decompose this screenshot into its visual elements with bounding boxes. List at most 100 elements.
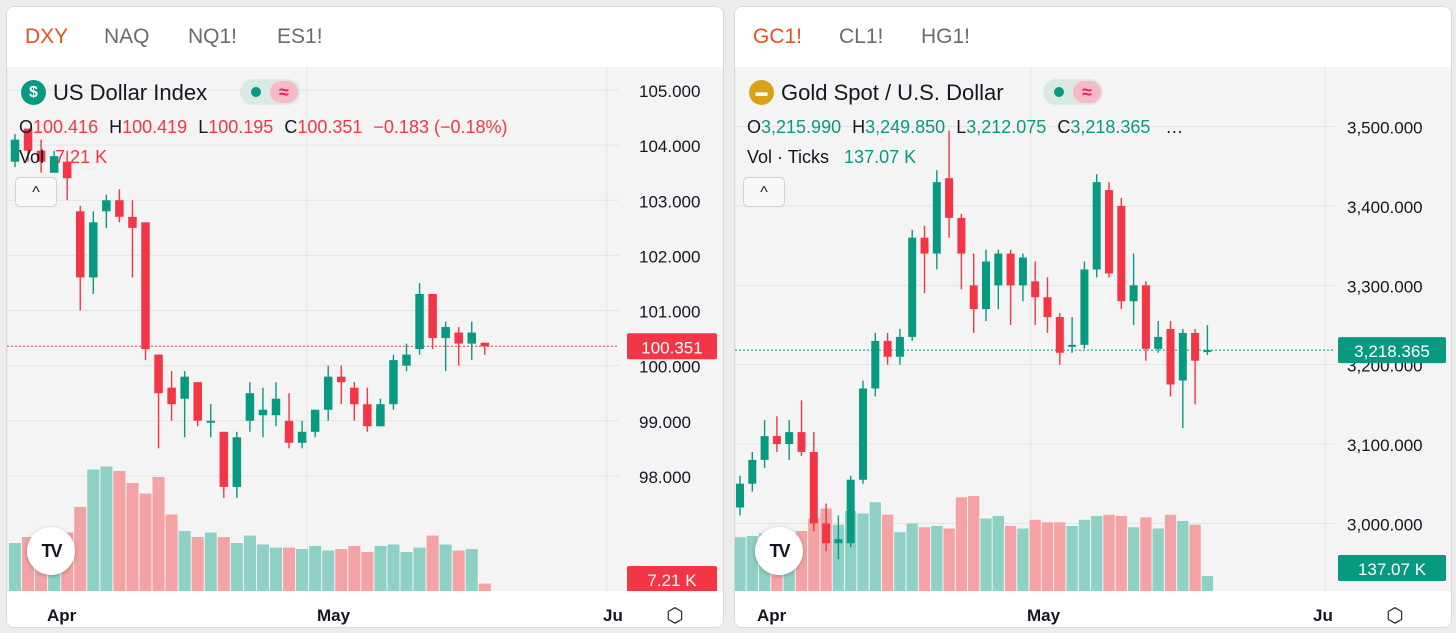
candle[interactable] xyxy=(36,139,46,173)
candle[interactable] xyxy=(982,249,990,322)
candle[interactable] xyxy=(141,222,150,361)
candle[interactable] xyxy=(1105,182,1113,278)
candle[interactable] xyxy=(402,343,411,372)
candle[interactable] xyxy=(454,327,463,366)
price-chart[interactable]: 3,500.000 3,400.000 3,300.000 3,200.000 3,10… xyxy=(735,67,1452,628)
candle[interactable] xyxy=(376,398,385,427)
candle[interactable] xyxy=(809,432,818,532)
candle[interactable] xyxy=(1043,277,1052,333)
candle[interactable] xyxy=(363,387,372,432)
candle[interactable] xyxy=(1117,198,1126,310)
candle[interactable] xyxy=(969,253,978,333)
candle[interactable] xyxy=(258,387,268,438)
candle[interactable] xyxy=(920,225,929,294)
volume-bar xyxy=(1066,526,1078,591)
candle[interactable] xyxy=(871,332,880,397)
candle[interactable] xyxy=(1068,317,1077,353)
candle[interactable] xyxy=(1018,253,1027,302)
candle[interactable] xyxy=(797,400,806,456)
candle[interactable] xyxy=(310,409,320,438)
candle[interactable] xyxy=(1006,249,1015,325)
candle[interactable] xyxy=(284,393,294,449)
candle[interactable] xyxy=(822,503,831,552)
candle[interactable] xyxy=(297,420,307,449)
candle[interactable] xyxy=(428,293,437,350)
candle[interactable] xyxy=(350,382,359,421)
candle[interactable] xyxy=(785,420,794,460)
collapse-legend-button[interactable]: ^ xyxy=(15,177,57,207)
candle[interactable] xyxy=(337,365,346,405)
candle[interactable] xyxy=(480,342,490,355)
tradingview-logo-icon[interactable]: TV xyxy=(755,527,803,575)
candle[interactable] xyxy=(1141,281,1150,361)
candle[interactable] xyxy=(1191,328,1200,405)
tab-es1[interactable]: ES1! xyxy=(277,25,323,48)
candle[interactable] xyxy=(10,134,20,168)
tab-cl1[interactable]: CL1! xyxy=(839,25,884,48)
candle[interactable] xyxy=(945,130,954,238)
candle[interactable] xyxy=(232,431,242,498)
candle[interactable] xyxy=(23,128,33,162)
candle[interactable] xyxy=(102,194,111,228)
candle[interactable] xyxy=(1129,253,1138,325)
tradingview-logo-icon[interactable]: TV xyxy=(27,527,75,575)
candlestick-chart[interactable]: 105.000 104.000 103.000 102.000 101.000 100.0… xyxy=(7,67,724,628)
candle[interactable] xyxy=(1055,313,1064,365)
candle[interactable] xyxy=(834,515,843,560)
candle[interactable] xyxy=(193,382,202,427)
symbol-title[interactable]: Gold Spot / U.S. Dollar xyxy=(781,80,1004,105)
candle[interactable] xyxy=(994,249,1003,310)
settings-hexagon-icon[interactable]: ⬡ xyxy=(1386,605,1404,627)
candle[interactable] xyxy=(76,205,85,311)
candle[interactable] xyxy=(167,371,176,421)
chart-type-toggle[interactable]: ≈ xyxy=(1043,79,1103,105)
candle[interactable] xyxy=(154,354,163,449)
candlestick-chart[interactable]: 3,500.0003,400.0003,300.0003,200.0003,10… xyxy=(735,67,1452,628)
candle[interactable] xyxy=(883,332,892,365)
candle[interactable] xyxy=(115,189,124,223)
candle[interactable] xyxy=(932,170,941,270)
candle[interactable] xyxy=(245,382,255,432)
candle[interactable] xyxy=(1092,174,1101,278)
candle[interactable] xyxy=(846,475,855,548)
candle[interactable] xyxy=(772,416,781,452)
candle[interactable] xyxy=(760,420,769,468)
candle[interactable] xyxy=(206,404,216,438)
candle[interactable] xyxy=(49,150,59,173)
candle[interactable] xyxy=(908,229,917,341)
candle[interactable] xyxy=(128,200,137,278)
candle[interactable] xyxy=(1178,328,1187,429)
candle[interactable] xyxy=(389,354,398,410)
candle[interactable] xyxy=(415,282,424,355)
candle-body xyxy=(258,409,268,416)
tab-gc1[interactable]: GC1! xyxy=(753,25,803,48)
candle[interactable] xyxy=(895,328,904,365)
tab-nq1[interactable]: NQ1! xyxy=(188,25,238,48)
tab-hg1[interactable]: HG1! xyxy=(921,25,971,48)
chart-type-toggle[interactable]: ≈ xyxy=(240,79,300,105)
candle[interactable] xyxy=(1166,321,1175,397)
candle[interactable] xyxy=(957,213,966,290)
candle[interactable] xyxy=(1080,261,1089,349)
settings-hexagon-icon[interactable]: ⬡ xyxy=(666,605,684,627)
candle[interactable] xyxy=(180,371,189,438)
candle[interactable] xyxy=(859,380,867,484)
candle[interactable] xyxy=(323,365,333,421)
candle[interactable] xyxy=(271,382,281,427)
symbol-title[interactable]: US Dollar Index xyxy=(53,80,208,105)
candle[interactable] xyxy=(89,211,98,294)
candle[interactable] xyxy=(736,475,744,516)
candle[interactable] xyxy=(219,431,229,498)
candle-body xyxy=(415,293,424,350)
candle[interactable] xyxy=(62,150,72,201)
tab-dxy[interactable]: DXY xyxy=(25,25,69,48)
candle[interactable] xyxy=(748,451,757,492)
candle[interactable] xyxy=(467,321,477,361)
candle[interactable] xyxy=(441,321,450,372)
price-chart[interactable]: 105.000 104.000 103.000 102.000 101.000 100.0… xyxy=(7,67,724,628)
candle[interactable] xyxy=(1203,325,1212,356)
collapse-legend-button[interactable]: ^ xyxy=(743,177,785,207)
candle[interactable] xyxy=(1154,321,1163,353)
candle[interactable] xyxy=(1031,261,1040,325)
tab-naq[interactable]: NAQ xyxy=(104,25,150,48)
